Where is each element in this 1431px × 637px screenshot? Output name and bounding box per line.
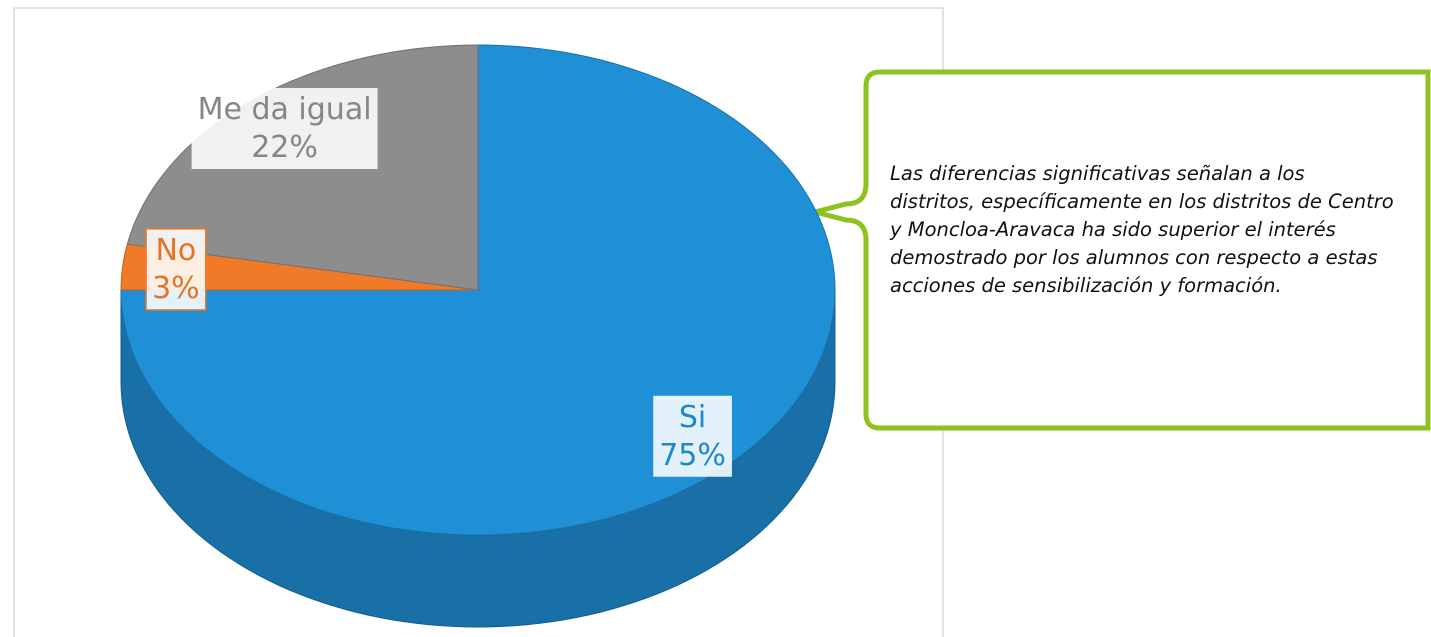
category-label: Me da igual: [198, 92, 372, 127]
value-label: 3%: [152, 271, 200, 306]
value-label: 75%: [659, 438, 726, 473]
category-label: Si: [679, 400, 706, 435]
annotation-text: Las diferencias significativas señalan a…: [890, 160, 1395, 300]
page: {"chart_data": {"type": "pie", "categori…: [0, 0, 1431, 637]
slice-label: No3%: [146, 229, 206, 310]
category-label: No: [155, 233, 196, 268]
value-label: 22%: [251, 130, 318, 165]
chart: Si75% No3% Me da igual22%: [0, 0, 1431, 637]
